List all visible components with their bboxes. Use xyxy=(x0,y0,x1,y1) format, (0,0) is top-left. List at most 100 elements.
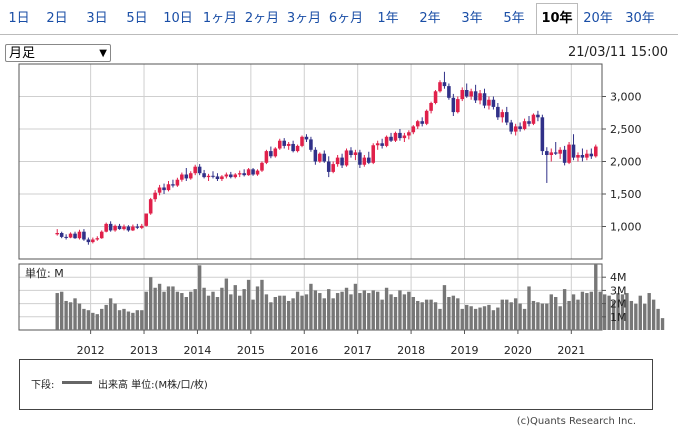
tab-8[interactable]: 3ヶ月 xyxy=(286,11,322,26)
volume-bar xyxy=(482,306,487,330)
volume-bar xyxy=(634,303,638,330)
candle-body xyxy=(473,91,478,101)
volume-bar xyxy=(166,286,171,330)
candle-body xyxy=(59,233,64,237)
candle-body xyxy=(197,166,202,174)
candle-body xyxy=(429,103,433,111)
candle-body xyxy=(318,153,322,162)
volume-bar xyxy=(140,310,144,330)
volume-bar xyxy=(100,308,104,330)
candle-body xyxy=(273,148,278,157)
volume-bar xyxy=(286,300,291,330)
volume-bar xyxy=(527,286,531,330)
candle-body xyxy=(140,225,144,228)
x-tick-label: 2014 xyxy=(183,344,211,357)
tab-6[interactable]: 1ヶ月 xyxy=(202,11,238,26)
candle-body xyxy=(375,143,380,146)
candle-body xyxy=(153,192,157,200)
candle-body xyxy=(358,152,362,165)
candle-body xyxy=(464,90,469,97)
candle-body xyxy=(589,153,594,157)
candle-body xyxy=(478,93,482,101)
x-tick-label: 2018 xyxy=(397,344,425,357)
volume-bar xyxy=(104,304,108,330)
candle-body xyxy=(277,140,282,149)
tab-2[interactable]: 2日 xyxy=(46,11,68,26)
x-tick-label: 2020 xyxy=(504,344,532,357)
candle-body xyxy=(99,231,104,239)
candle-body xyxy=(117,225,122,230)
volume-bar xyxy=(420,302,424,330)
volume-bar xyxy=(500,299,504,330)
volume-bar xyxy=(513,298,518,330)
volume-bar xyxy=(246,279,251,330)
volume-bar xyxy=(135,310,140,330)
tab-7[interactable]: 2ヶ月 xyxy=(244,11,280,26)
candle-body xyxy=(304,136,309,140)
tab-14[interactable]: 10年 xyxy=(536,3,578,35)
tab-15[interactable]: 20年 xyxy=(583,11,613,26)
candle-body xyxy=(148,199,153,214)
volume-bar xyxy=(643,303,647,330)
candle-body xyxy=(451,97,456,113)
volume-bar xyxy=(206,295,211,330)
candle-body xyxy=(522,121,527,129)
volume-bar xyxy=(233,285,237,330)
candle-body xyxy=(309,139,313,150)
volume-bar xyxy=(251,299,255,330)
period-select[interactable]: 月足 ▼ xyxy=(5,44,111,62)
volume-bar xyxy=(255,286,260,330)
candle-body xyxy=(184,174,189,179)
volume-bar xyxy=(460,308,464,330)
volume-bar xyxy=(567,300,571,330)
candle-body xyxy=(188,173,193,179)
x-tick-label: 2021 xyxy=(557,344,585,357)
volume-tick-label: 1M xyxy=(610,311,627,324)
tab-9[interactable]: 6ヶ月 xyxy=(328,11,364,26)
tab-4[interactable]: 5日 xyxy=(126,11,148,26)
volume-bar xyxy=(68,302,73,330)
volume-bar xyxy=(518,303,522,330)
tab-11[interactable]: 2年 xyxy=(419,11,441,26)
candle-body xyxy=(260,162,264,171)
tab-5[interactable]: 10日 xyxy=(163,11,193,26)
tab-1[interactable]: 1日 xyxy=(8,11,30,26)
tab-12[interactable]: 3年 xyxy=(461,11,483,26)
volume-bar xyxy=(331,298,335,330)
candle-body xyxy=(157,187,162,193)
candle-body xyxy=(64,236,68,238)
volume-bar xyxy=(487,304,491,330)
candle-body xyxy=(580,155,585,158)
legend-box: 下段: 出来高 単位:(M株/口/枚) xyxy=(19,359,653,410)
volume-bar xyxy=(180,293,184,330)
volume-bar xyxy=(402,294,407,330)
candle-body xyxy=(291,143,295,152)
volume-bar xyxy=(407,291,411,330)
volume-bar xyxy=(202,287,206,330)
volume-bar xyxy=(451,295,456,330)
candle-body xyxy=(242,173,246,176)
candle-body xyxy=(193,166,197,174)
candle-body xyxy=(482,93,487,106)
tab-3[interactable]: 3日 xyxy=(86,11,108,26)
volume-bar xyxy=(576,299,580,330)
candle-body xyxy=(447,86,451,98)
candle-body xyxy=(536,114,540,118)
volume-bar xyxy=(362,290,367,330)
x-tick-label: 2019 xyxy=(450,344,478,357)
tab-16[interactable]: 30年 xyxy=(625,11,655,26)
volume-bar xyxy=(611,300,616,330)
volume-bar xyxy=(238,295,242,330)
volume-bar xyxy=(304,294,309,330)
candle-body xyxy=(531,114,536,124)
tab-10[interactable]: 1年 xyxy=(377,11,399,26)
volume-bar xyxy=(411,297,415,330)
volume-bar xyxy=(335,293,340,330)
tab-13[interactable]: 5年 xyxy=(503,11,525,26)
volume-bar xyxy=(260,279,264,330)
volume-bar xyxy=(469,306,473,330)
candle-body xyxy=(384,136,389,146)
candle-body xyxy=(527,121,531,124)
volume-bar xyxy=(313,290,318,330)
